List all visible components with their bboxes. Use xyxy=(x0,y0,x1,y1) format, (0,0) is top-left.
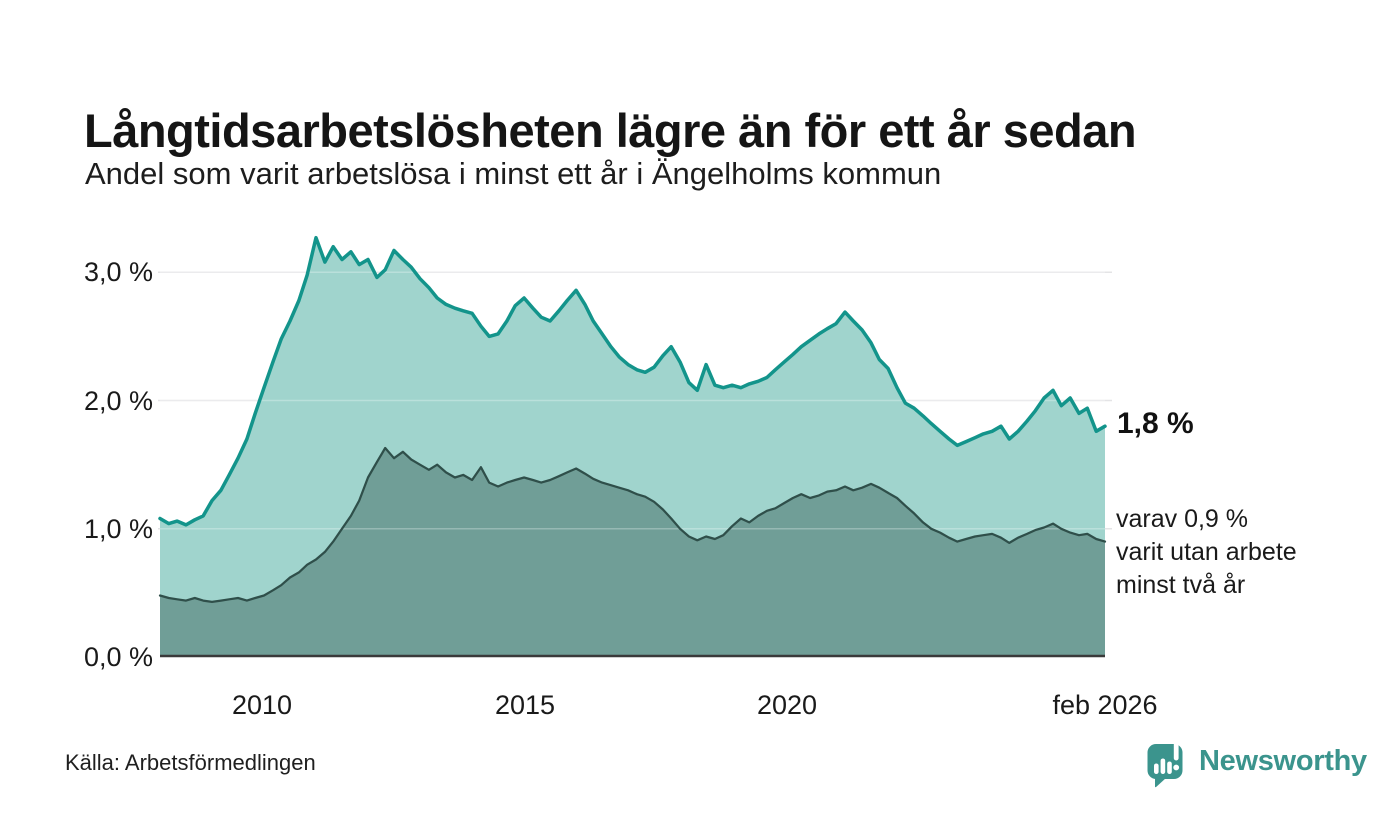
y-tick-0: 0,0 % xyxy=(83,642,153,672)
source-credit: Källa: Arbetsförmedlingen xyxy=(65,750,316,775)
newsworthy-bars-icon xyxy=(1147,740,1183,788)
two-year-annotation-line-2: varit utan arbete xyxy=(1116,538,1297,566)
newsworthy-logo: Newsworthy xyxy=(1146,740,1367,788)
page-title: Långtidsarbetslösheten lägre än för ett … xyxy=(84,104,1137,158)
two-year-annotation-line-1: varav 0,9 % xyxy=(1116,505,1249,533)
y-tick-3: 3,0 % xyxy=(83,257,153,287)
two-year-annotation: varav 0,9 % varit utan arbete minst två … xyxy=(1116,503,1297,602)
y-tick-1: 1,0 % xyxy=(83,514,153,544)
newsworthy-wordmark: Newsworthy xyxy=(1199,745,1367,777)
latest-value-label: 1,8 % xyxy=(1117,407,1194,440)
line-series-1 xyxy=(158,446,1107,604)
x-tick-2010: 2010 xyxy=(231,690,293,720)
line-series-0 xyxy=(158,235,1107,527)
x-tick-2015: 2015 xyxy=(494,690,556,720)
area-series-1 xyxy=(160,448,1105,657)
y-tick-2: 2,0 % xyxy=(83,386,153,416)
page-subtitle: Andel som varit arbetslösa i minst ett å… xyxy=(85,156,942,191)
two-year-annotation-line-3: minst två år xyxy=(1116,571,1246,599)
x-tick-2020: 2020 xyxy=(756,690,818,720)
x-tick-feb-2026: feb 2026 xyxy=(1052,690,1158,720)
unemployment-area-chart xyxy=(158,235,1112,658)
